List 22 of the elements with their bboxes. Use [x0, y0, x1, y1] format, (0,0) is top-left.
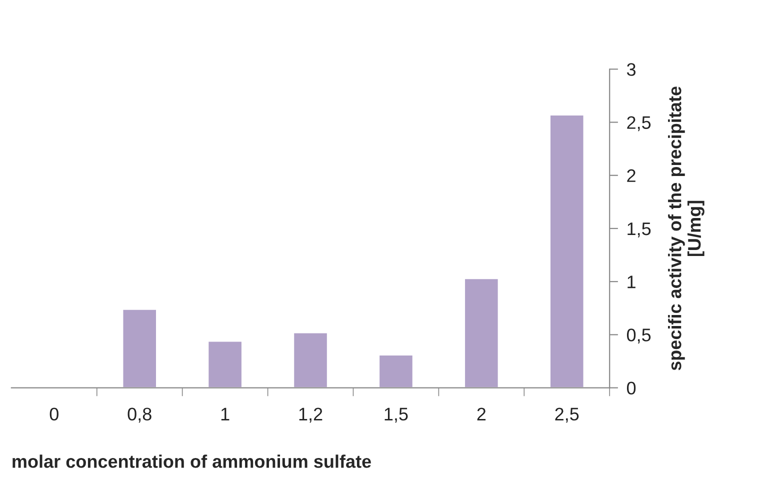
- x-tick-label: 1,2: [299, 408, 322, 423]
- x-tick-label: 0,8: [128, 408, 152, 423]
- x-tick-label: 0: [50, 408, 58, 420]
- y-tick-label: 0: [626, 382, 636, 395]
- x-tick-label: 2: [477, 408, 486, 420]
- x-tick-label: 1,5: [384, 408, 408, 423]
- bar: [464, 278, 500, 388]
- x-tick-label: 2,5: [555, 408, 579, 423]
- y-tick-label: 2: [627, 169, 636, 182]
- x-axis-title: molar concentration of ammonium sulfate: [12, 454, 371, 468]
- y-tick-label: 0,5: [626, 328, 651, 344]
- y-tick-label: 1: [628, 276, 636, 288]
- bar: [207, 340, 243, 388]
- x-tick-label: 1: [221, 408, 230, 420]
- y-axis-title: specific activity of the precipitate [U/mg]: [668, 86, 704, 370]
- bar: [122, 308, 158, 388]
- y-tick-label: 1,5: [628, 222, 651, 238]
- bar: [549, 114, 585, 388]
- y-tick-label: 3: [626, 63, 636, 76]
- bar: [292, 332, 328, 388]
- y-tick-label: 2,5: [627, 116, 651, 132]
- bar: [378, 354, 414, 388]
